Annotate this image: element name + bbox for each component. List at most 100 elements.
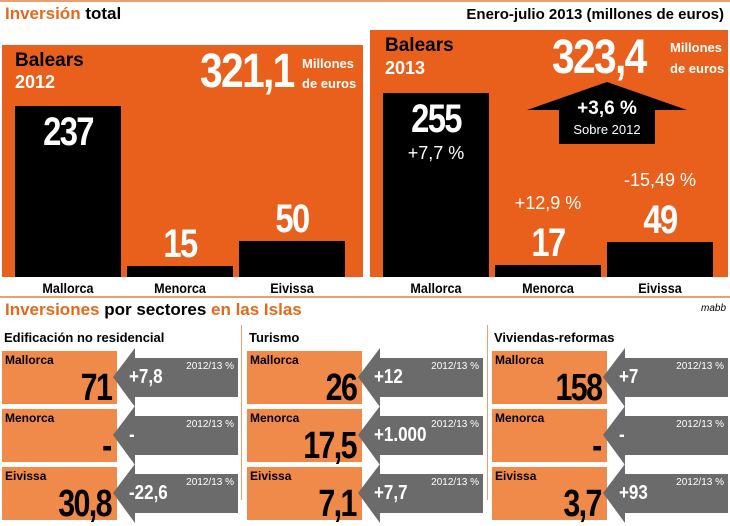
category-label: Menorca: [154, 280, 206, 296]
bar-value-label: 49: [643, 197, 678, 242]
sectors-title: Inversiones por sectores en las Islas: [5, 300, 302, 320]
change-value: -: [129, 424, 135, 446]
category-label: Mallorca: [42, 280, 94, 296]
island-label: Menorca: [495, 411, 545, 425]
sector-cell: Mallorca 158: [492, 351, 607, 409]
sector-cell: Menorca -: [492, 409, 607, 467]
left-arrow-icon: [358, 406, 483, 465]
bar-change-label: +7,7 %: [407, 143, 465, 164]
period-label: 2012/13 %: [676, 477, 724, 488]
change-value: -: [619, 424, 625, 446]
period-label: 2012/13 %: [431, 419, 479, 430]
column-divider: [487, 325, 488, 500]
sectors-title-a: Inversiones: [5, 300, 100, 319]
category-label: Menorca: [522, 280, 574, 296]
sector-value: -: [592, 425, 602, 467]
period-label: 2012/13 %: [186, 477, 234, 488]
sector-value: 71: [80, 367, 112, 409]
sector-value: 26: [325, 367, 357, 409]
period-label: 2012/13 %: [186, 419, 234, 430]
bar-value-label: 255: [411, 97, 462, 142]
bar-menorca-2013: [495, 264, 601, 277]
category-label: Eivissa: [638, 280, 682, 296]
bar-change-label: +12,9 %: [514, 192, 582, 213]
island-label: Eivissa: [5, 469, 47, 483]
change-arrow: +93 2012/13 %: [603, 464, 728, 523]
sector-heading: Edificación no residencial: [4, 330, 165, 345]
panel-2012-year: 2012: [15, 72, 56, 92]
change-arrow: - 2012/13 %: [113, 406, 238, 465]
panel-2013-year: 2013: [385, 58, 426, 78]
left-arrow-icon: [603, 348, 728, 407]
change-arrow: +1.000 2012/13 %: [358, 406, 483, 465]
change-arrow: -22,6 2012/13 %: [113, 464, 238, 523]
period-label: 2012/13 %: [676, 419, 724, 430]
bar-menorca-2012: [127, 266, 233, 277]
change-arrow: +12 2012/13 %: [358, 348, 483, 407]
bar-mallorca-2012: [15, 106, 121, 277]
change-value: +1.000: [374, 424, 427, 446]
change-value: +93: [619, 482, 648, 504]
panel-2013-total: 323,4: [552, 31, 647, 84]
left-arrow-icon: [113, 348, 238, 407]
sector-cell: Eivissa 30,8: [2, 467, 117, 525]
bar-eivissa-2013: [607, 241, 713, 277]
island-label: Menorca: [250, 411, 300, 425]
sector-value: -: [102, 425, 112, 467]
sector-value: 30,8: [58, 483, 112, 525]
island-label: Mallorca: [5, 353, 54, 367]
island-label: Eivissa: [250, 469, 292, 483]
credit: mabb: [700, 303, 726, 314]
up-arrow-icon: [527, 82, 687, 144]
bar-value-label: 237: [43, 110, 94, 155]
island-label: Mallorca: [495, 353, 544, 367]
left-arrow-icon: [113, 406, 238, 465]
sector-heading: Viviendas-reformas: [494, 330, 615, 345]
change-value: +7,8: [129, 366, 163, 388]
sector-value: 3,7: [563, 483, 603, 525]
change-value: +7: [619, 366, 639, 388]
title-rest: total: [85, 4, 122, 23]
panel-2013-change-note: Sobre 2012: [573, 122, 641, 137]
sector-cell: Menorca -: [2, 409, 117, 467]
sector-cell: Eivissa 7,1: [247, 467, 362, 525]
sector-cell: Menorca 17,5: [247, 409, 362, 467]
bar-value-label: 50: [275, 197, 310, 241]
change-arrow: +7 2012/13 %: [603, 348, 728, 407]
panel-2013-unit2: de euros: [670, 61, 725, 76]
page-title: Inversión total: [5, 4, 121, 24]
sectors-title-c: en las Islas: [211, 300, 302, 319]
change-value: -22,6: [129, 482, 168, 504]
bar-value-label: 17: [531, 220, 566, 265]
panel-2012-unit2: de euros: [302, 76, 357, 91]
column-divider: [241, 325, 242, 500]
period-label: 2012/13 %: [186, 361, 234, 372]
period-label: 2012/13 %: [431, 361, 479, 372]
panel-2013-unit1: Millones: [670, 40, 723, 55]
island-label: Mallorca: [250, 353, 299, 367]
sector-value: 158: [555, 367, 603, 409]
sectors-title-b: por sectores: [104, 300, 207, 319]
panel-2012-unit1: Millones: [302, 56, 355, 71]
bar-eivissa-2012: [239, 241, 345, 277]
period-label: 2012/13 %: [431, 477, 479, 488]
bar-change-label: -15,49 %: [623, 169, 697, 190]
change-value: +7,7: [374, 482, 408, 504]
change-arrow: +7,8 2012/13 %: [113, 348, 238, 407]
bar-mallorca-2013: [383, 93, 489, 277]
bar-value-label: 15: [163, 222, 198, 267]
title-accent: Inversión: [5, 4, 81, 23]
panel-2012-title: Balears: [15, 50, 84, 71]
panel-2013-change: +3,6 %: [577, 98, 637, 119]
left-arrow-icon: [603, 406, 728, 465]
sector-cell: Eivissa 3,7: [492, 467, 607, 525]
sector-heading: Turismo: [249, 330, 300, 345]
panel-2013-title: Balears: [385, 35, 454, 56]
category-label: Mallorca: [410, 280, 462, 296]
category-label: Eivissa: [270, 280, 314, 296]
island-label: Eivissa: [495, 469, 537, 483]
sector-value: 17,5: [303, 425, 357, 467]
sector-value: 7,1: [318, 483, 358, 525]
island-label: Menorca: [5, 411, 55, 425]
left-arrow-icon: [358, 348, 483, 407]
